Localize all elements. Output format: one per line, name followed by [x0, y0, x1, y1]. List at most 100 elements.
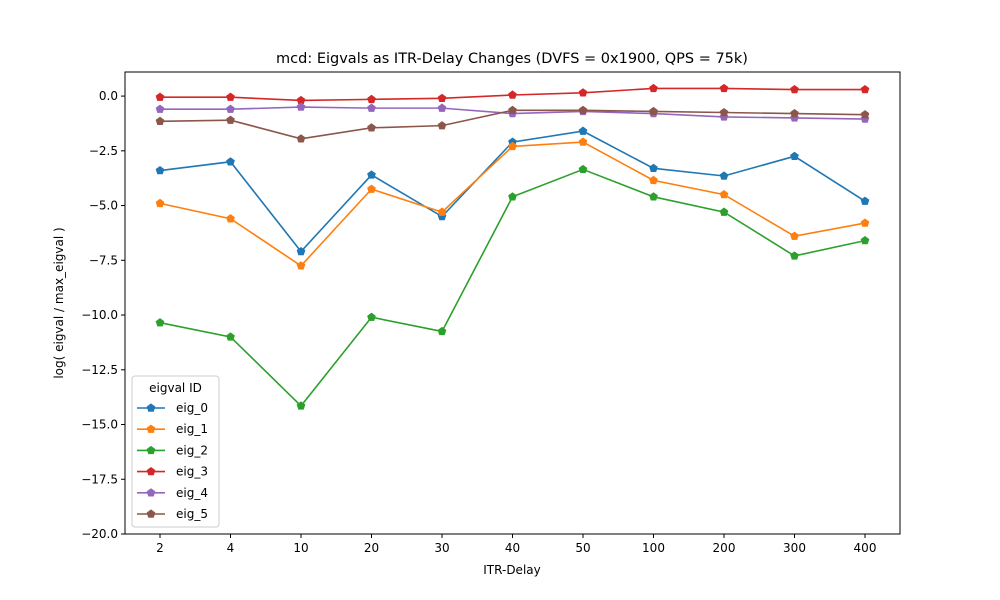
legend-item-eig_5: eig_5 [137, 507, 208, 521]
data-point-eig_5 [155, 116, 165, 125]
data-point-eig_5 [437, 121, 447, 130]
y-tick-label: −5.0 [89, 199, 118, 213]
legend: eigval ID eig_0 eig_1 eig_2 eig_3 eig_4 eig_5 [131, 375, 220, 528]
legend-item-eig_4: eig_4 [137, 486, 208, 500]
series-eig_3 [155, 83, 870, 105]
data-point-eig_1 [649, 175, 658, 185]
y-tick-label: −10.0 [81, 308, 118, 322]
legend-item-eig_3: eig_3 [137, 465, 208, 479]
data-point-eig_4 [226, 104, 235, 113]
data-point-eig_1 [790, 231, 799, 240]
data-point-eig_1 [437, 207, 447, 216]
data-point-eig_5 [226, 115, 235, 124]
y-tick-label: 0.0 [99, 89, 118, 103]
data-point-eig_5 [296, 134, 306, 143]
data-point-eig_2 [296, 401, 306, 410]
legend-swatch-marker [146, 467, 156, 476]
data-point-eig_1 [367, 184, 376, 193]
data-point-eig_3 [578, 88, 588, 97]
data-point-eig_2 [226, 332, 235, 341]
data-point-eig_1 [155, 198, 165, 208]
legend-label: eig_0 [176, 401, 208, 415]
data-point-eig_3 [367, 94, 376, 104]
x-axis: 2 4 10 20 30 40 50 100 200 300 400 [156, 534, 876, 555]
data-point-eig_3 [226, 92, 235, 101]
y-axis: 0.0 −2.5 −5.0 −7.5 −10.0 −12.5 −15.0 −17.5 −20.0 [81, 89, 125, 541]
data-point-eig_2 [367, 312, 376, 321]
data-point-eig_2 [790, 251, 799, 260]
data-point-eig_4 [155, 104, 165, 113]
data-point-eig_0 [296, 246, 306, 256]
x-tick-label: 100 [642, 541, 665, 555]
data-point-eig_5 [508, 105, 517, 115]
data-point-eig_5 [367, 123, 376, 132]
data-point-eig_1 [578, 137, 588, 146]
legend-label: eig_2 [176, 443, 208, 457]
legend-item-eig_2: eig_2 [137, 443, 208, 457]
legend-label: eig_4 [176, 486, 208, 500]
y-tick-label: −2.5 [89, 144, 118, 158]
series-eig_5 [155, 105, 870, 143]
data-point-eig_0 [790, 151, 799, 160]
data-point-eig_5 [860, 110, 870, 119]
data-point-eig_5 [719, 107, 729, 117]
data-point-eig_1 [226, 214, 235, 223]
data-point-eig_2 [649, 192, 658, 201]
y-tick-label: −20.0 [81, 527, 118, 541]
x-tick-label: 300 [783, 541, 806, 555]
legend-swatch-marker [146, 424, 156, 433]
series-eig_2 [155, 164, 870, 410]
data-point-eig_3 [437, 93, 447, 102]
data-point-eig_2 [719, 207, 729, 216]
data-point-eig_2 [155, 318, 165, 327]
data-point-eig_5 [578, 105, 588, 115]
data-point-eig_2 [578, 164, 588, 174]
y-tick-label: −7.5 [89, 253, 118, 267]
data-point-eig_2 [860, 236, 870, 245]
data-point-eig_4 [296, 102, 306, 111]
series-layer [155, 83, 870, 410]
data-point-eig_0 [719, 171, 729, 180]
data-point-eig_3 [790, 84, 799, 94]
legend-title: eigval ID [149, 381, 202, 395]
legend-swatch-marker [146, 403, 156, 412]
y-tick-label: −12.5 [81, 363, 118, 377]
x-tick-label: 10 [293, 541, 308, 555]
data-point-eig_1 [508, 141, 517, 151]
data-point-eig_1 [296, 261, 306, 270]
data-point-eig_0 [649, 163, 658, 173]
data-point-eig_1 [860, 218, 870, 227]
data-point-eig_3 [649, 83, 658, 93]
chart-title: mcd: Eigvals as ITR-Delay Changes (DVFS … [276, 51, 748, 67]
legend-swatch-marker [146, 445, 156, 455]
data-point-eig_0 [860, 196, 870, 205]
x-tick-label: 40 [505, 541, 520, 555]
legend-swatch-marker [146, 488, 156, 497]
legend-swatch-marker [146, 509, 156, 518]
data-point-eig_0 [578, 126, 588, 135]
y-tick-label: −15.0 [81, 418, 118, 432]
legend-item-eig_0: eig_0 [137, 401, 208, 415]
series-eig_1 [155, 137, 870, 270]
data-point-eig_4 [367, 103, 376, 112]
data-point-eig_5 [790, 109, 799, 118]
data-point-eig_4 [437, 103, 447, 112]
data-point-eig_0 [155, 165, 165, 175]
y-axis-label: log( eigval / max_eigval ) [52, 227, 66, 378]
y-tick-label: −17.5 [81, 472, 118, 486]
legend-label: eig_3 [176, 465, 208, 479]
x-tick-label: 400 [854, 541, 877, 555]
data-point-eig_0 [367, 170, 376, 179]
data-point-eig_0 [226, 157, 235, 166]
data-point-eig_3 [155, 92, 165, 101]
data-point-eig_5 [649, 106, 658, 116]
legend-items: eig_0 eig_1 eig_2 eig_3 eig_4 eig_5 [137, 401, 208, 521]
x-tick-label: 4 [227, 541, 235, 555]
legend-label: eig_5 [176, 507, 208, 521]
data-point-eig_1 [719, 190, 729, 199]
legend-box [131, 375, 220, 528]
legend-label: eig_1 [176, 422, 208, 436]
legend-item-eig_1: eig_1 [137, 422, 208, 436]
x-tick-label: 30 [434, 541, 449, 555]
